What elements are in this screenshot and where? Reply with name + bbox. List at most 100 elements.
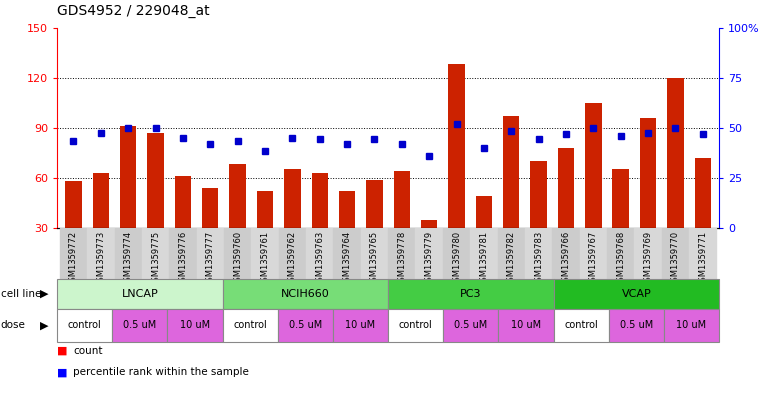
Bar [196,228,224,279]
Bar [552,228,580,279]
Bar [333,228,361,279]
Bar [311,173,328,278]
Text: percentile rank within the sample: percentile rank within the sample [73,367,249,377]
Text: GSM1359779: GSM1359779 [425,230,434,286]
Bar [388,309,443,342]
Bar [640,118,656,278]
Text: ▶: ▶ [40,320,49,330]
Bar [530,161,547,278]
Text: GSM1359764: GSM1359764 [342,230,352,286]
Bar [339,191,355,278]
Text: GSM1359761: GSM1359761 [260,230,269,286]
Bar [88,228,114,279]
Text: GSM1359780: GSM1359780 [452,230,461,286]
Bar [443,309,498,342]
Text: control: control [399,320,432,330]
Text: control: control [234,320,267,330]
Text: LNCAP: LNCAP [122,289,158,299]
Text: GSM1359775: GSM1359775 [151,230,160,286]
Text: GSM1359777: GSM1359777 [205,230,215,287]
Text: 10 uM: 10 uM [677,320,707,330]
Bar [169,228,196,279]
Bar [421,220,438,278]
Bar [416,228,443,279]
Bar [333,309,388,342]
Text: control: control [565,320,598,330]
Bar [553,309,609,342]
Bar [113,309,167,342]
Text: GSM1359762: GSM1359762 [288,230,297,286]
Text: GSM1359770: GSM1359770 [671,230,680,286]
Bar [553,279,719,309]
Text: VCAP: VCAP [622,289,651,299]
Bar [202,188,218,278]
Text: 10 uM: 10 uM [345,320,376,330]
Text: 10 uM: 10 uM [511,320,541,330]
Text: PC3: PC3 [460,289,482,299]
Bar [65,181,81,278]
Text: GSM1359763: GSM1359763 [315,230,324,287]
Bar [498,228,525,279]
Text: cell line: cell line [1,289,41,299]
Text: GSM1359781: GSM1359781 [479,230,489,286]
Bar [498,309,553,342]
Bar [664,309,719,342]
Bar [120,126,136,278]
Bar [667,78,683,278]
Text: ■: ■ [57,367,68,377]
Bar [278,309,333,342]
Bar [635,228,662,279]
Bar [279,228,306,279]
Bar [175,176,191,278]
Text: 0.5 uM: 0.5 uM [619,320,653,330]
Bar [393,171,410,278]
Text: GSM1359771: GSM1359771 [699,230,707,286]
Bar [558,148,574,278]
Bar [167,309,222,342]
Bar [142,228,169,279]
Bar [607,228,635,279]
Bar [662,228,689,279]
Text: GSM1359774: GSM1359774 [124,230,132,286]
Bar [580,228,607,279]
Text: GSM1359778: GSM1359778 [397,230,406,287]
Bar [148,133,164,278]
Bar [57,279,222,309]
Bar [613,169,629,278]
Bar [222,279,388,309]
Bar [388,228,416,279]
Bar [585,103,601,278]
Bar [525,228,552,279]
Text: 0.5 uM: 0.5 uM [454,320,488,330]
Bar [470,228,498,279]
Bar [448,64,465,278]
Bar [229,164,246,278]
Text: GSM1359772: GSM1359772 [69,230,78,286]
Text: 0.5 uM: 0.5 uM [288,320,322,330]
Bar [251,228,279,279]
Text: 0.5 uM: 0.5 uM [123,320,157,330]
Bar [306,228,333,279]
Text: GSM1359769: GSM1359769 [644,230,652,286]
Bar [256,191,273,278]
Text: GSM1359782: GSM1359782 [507,230,516,286]
Bar [695,158,711,278]
Text: GSM1359767: GSM1359767 [589,230,598,287]
Bar [476,196,492,278]
Text: GSM1359765: GSM1359765 [370,230,379,286]
Bar [609,309,664,342]
Bar [93,173,109,278]
Bar [60,228,88,279]
Text: GSM1359773: GSM1359773 [97,230,105,287]
Text: GSM1359783: GSM1359783 [534,230,543,287]
Text: GDS4952 / 229048_at: GDS4952 / 229048_at [57,4,210,18]
Text: ▶: ▶ [40,289,49,299]
Text: control: control [68,320,101,330]
Bar [114,228,142,279]
Text: NCIH660: NCIH660 [281,289,330,299]
Bar [388,279,553,309]
Text: 10 uM: 10 uM [180,320,210,330]
Bar [57,309,113,342]
Text: GSM1359768: GSM1359768 [616,230,625,287]
Bar [689,228,716,279]
